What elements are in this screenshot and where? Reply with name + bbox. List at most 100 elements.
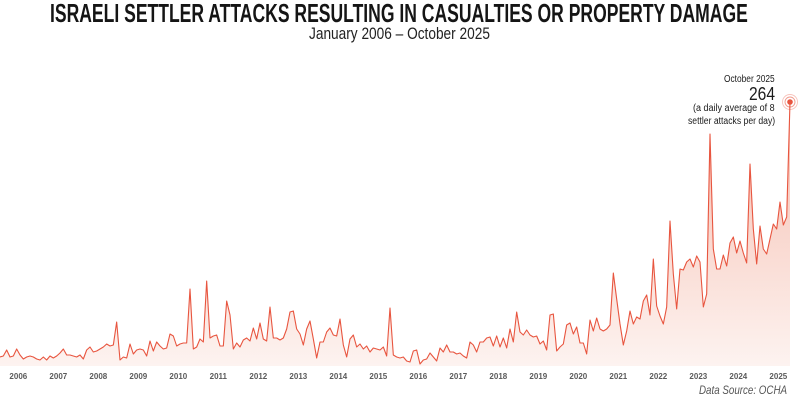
- data-point: [199, 338, 201, 340]
- data-point: [239, 346, 241, 348]
- x-tick-label: 2007: [49, 372, 67, 381]
- data-point: [92, 351, 94, 353]
- data-point: [712, 248, 714, 250]
- data-point: [119, 359, 121, 361]
- data-point: [42, 356, 44, 358]
- data-point: [589, 319, 591, 321]
- data-point: [602, 330, 604, 332]
- data-point: [552, 313, 554, 315]
- data-point: [342, 344, 344, 346]
- data-point: [106, 343, 108, 345]
- data-point: [492, 345, 494, 347]
- data-point: [322, 341, 324, 343]
- series-line: [0, 101, 791, 365]
- data-point: [442, 351, 444, 353]
- x-tick-label: 2014: [329, 372, 347, 381]
- data-point: [289, 311, 291, 313]
- data-point: [439, 347, 441, 349]
- data-point: [756, 263, 758, 265]
- data-point: [566, 324, 568, 326]
- x-tick-label: 2008: [89, 372, 107, 381]
- x-tick-label: 2018: [489, 372, 507, 381]
- data-point: [539, 343, 541, 345]
- data-point: [619, 323, 621, 325]
- data-point: [399, 357, 401, 359]
- data-point: [572, 333, 574, 335]
- data-point: [16, 348, 18, 350]
- data-point: [89, 346, 91, 348]
- data-point: [279, 339, 281, 341]
- data-point: [236, 342, 238, 344]
- data-point: [329, 327, 331, 329]
- data-point: [479, 341, 481, 343]
- data-point: [706, 293, 708, 295]
- x-tick-label: 2006: [9, 372, 27, 381]
- data-point: [349, 338, 351, 340]
- x-tick-label: 2016: [409, 372, 427, 381]
- data-point: [542, 340, 544, 342]
- data-point: [642, 300, 644, 302]
- data-point: [319, 341, 321, 343]
- data-point: [736, 252, 738, 254]
- data-point: [116, 321, 118, 323]
- data-point: [709, 133, 711, 135]
- data-point: [216, 334, 218, 336]
- data-point: [449, 351, 451, 353]
- data-point: [2, 355, 4, 357]
- data-point: [629, 310, 631, 312]
- data-point: [366, 345, 368, 347]
- data-point: [96, 350, 98, 352]
- data-point: [659, 315, 661, 317]
- data-point: [139, 348, 141, 350]
- data-point: [719, 268, 721, 270]
- data-point: [636, 316, 638, 318]
- data-point: [476, 351, 478, 353]
- data-point: [29, 355, 31, 357]
- data-point: [326, 331, 328, 333]
- data-point: [182, 342, 184, 344]
- data-point: [76, 356, 78, 358]
- data-point: [62, 348, 64, 350]
- latest-point-marker: [787, 99, 793, 105]
- data-point: [179, 343, 181, 345]
- data-point: [336, 335, 338, 337]
- data-point: [412, 350, 414, 352]
- data-point: [512, 341, 514, 343]
- data-point: [599, 328, 601, 330]
- data-point: [46, 359, 48, 361]
- data-point: [469, 341, 471, 343]
- annotation-note-line-2: settler attacks per day): [688, 116, 776, 127]
- data-point: [332, 334, 334, 336]
- data-point: [459, 352, 461, 354]
- x-tick-label: 2020: [569, 372, 587, 381]
- data-point: [206, 280, 208, 282]
- x-tick-label: 2013: [289, 372, 307, 381]
- data-point: [609, 324, 611, 326]
- data-point: [346, 356, 348, 358]
- data-point: [249, 340, 251, 342]
- data-point: [382, 346, 384, 348]
- x-tick-label: 2022: [649, 372, 667, 381]
- x-tick-label: 2015: [369, 372, 387, 381]
- data-point: [32, 356, 34, 358]
- data-point: [36, 358, 38, 360]
- data-point: [699, 261, 701, 263]
- data-point: [646, 294, 648, 296]
- data-point: [786, 216, 788, 218]
- data-point: [299, 333, 301, 335]
- data-point: [132, 353, 134, 355]
- data-point: [532, 336, 534, 338]
- data-point: [682, 269, 684, 271]
- data-point: [672, 273, 674, 275]
- data-point: [426, 358, 428, 360]
- data-point: [129, 343, 131, 345]
- data-point: [769, 238, 771, 240]
- data-point: [66, 354, 68, 356]
- data-point: [162, 348, 164, 350]
- x-tick-label: 2024: [729, 372, 747, 381]
- data-point: [446, 344, 448, 346]
- data-point: [269, 306, 271, 308]
- data-point: [369, 351, 371, 353]
- data-point: [766, 253, 768, 255]
- data-point: [99, 348, 101, 350]
